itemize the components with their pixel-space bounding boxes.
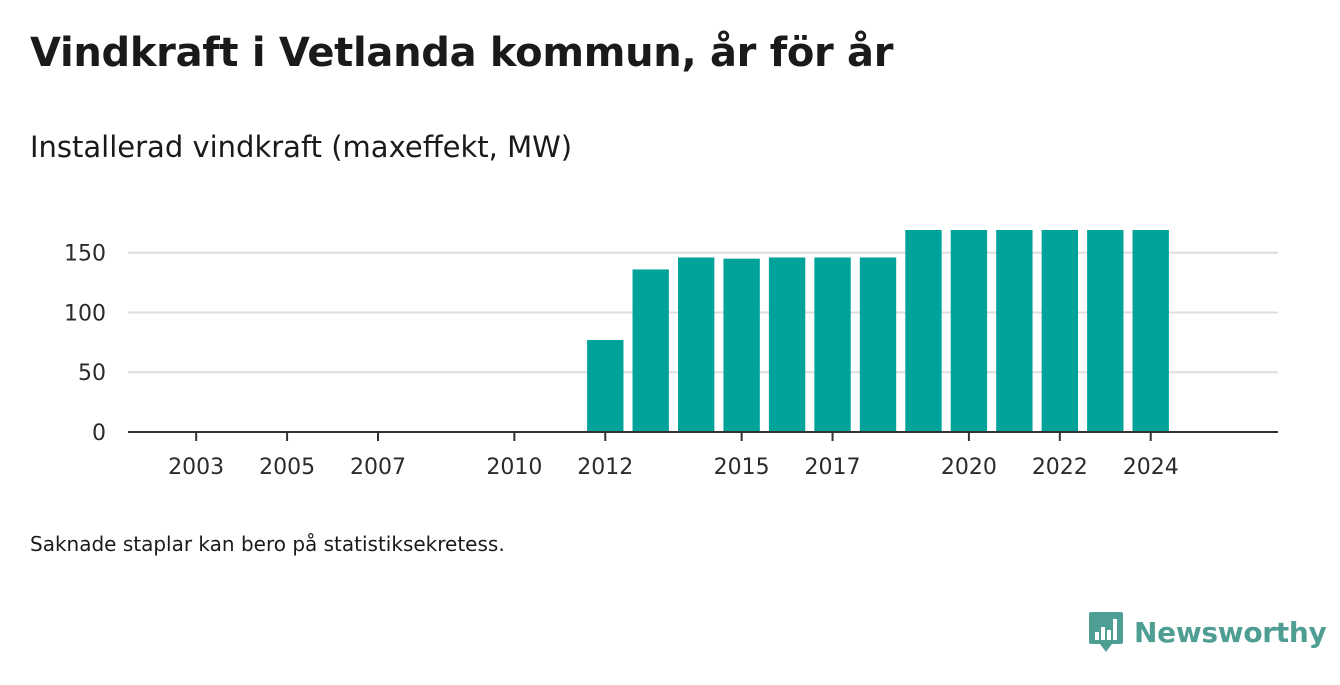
x-tick-label: 2007 [350, 455, 406, 480]
newsworthy-logo-icon [1089, 612, 1123, 652]
y-tick-label: 0 [92, 421, 106, 446]
y-tick-label: 150 [64, 242, 106, 267]
bar-2023 [1087, 230, 1124, 432]
bar-2012 [587, 339, 624, 432]
newsworthy-logo[interactable]: Newsworthy [1088, 610, 1327, 654]
x-tick-label: 2024 [1123, 455, 1179, 480]
chart-subtitle: Installerad vindkraft (maxeffekt, MW) [30, 130, 573, 164]
bar-2020 [950, 230, 988, 432]
bar-2019 [905, 230, 942, 432]
y-tick-label: 50 [78, 361, 106, 386]
x-axis: 2003 2005 2007 2010 2012 2015 2017 2020 2022 2024 [128, 431, 1278, 480]
x-tick-label: 2003 [168, 455, 224, 480]
bar-2024 [1132, 230, 1169, 432]
bar-2015 [723, 258, 760, 432]
chart-title: Vindkraft i Vetlanda kommun, år för år [30, 30, 894, 76]
bars [587, 230, 1169, 432]
bar-2021 [996, 230, 1033, 432]
x-tick-label: 2020 [941, 455, 997, 480]
bar-2013 [632, 269, 669, 432]
x-tick-label: 2017 [805, 455, 861, 480]
x-tick-label: 2022 [1032, 455, 1088, 480]
x-tick-label: 2015 [714, 455, 770, 480]
bar-2022 [1041, 230, 1078, 432]
x-tick-label: 2010 [486, 455, 542, 480]
bar-2016 [768, 257, 806, 432]
footnote: Saknade staplar kan bero på statistiksek… [30, 532, 505, 556]
x-tick-label: 2012 [577, 455, 633, 480]
y-tick-label: 100 [64, 301, 106, 326]
bar-2018 [859, 257, 897, 432]
bar-2017 [814, 257, 851, 432]
x-tick-label: 2005 [259, 455, 315, 480]
newsworthy-logo-text: Newsworthy [1134, 615, 1327, 649]
bar-2014 [678, 257, 715, 432]
y-axis: 0 50 100 150 [64, 242, 106, 446]
